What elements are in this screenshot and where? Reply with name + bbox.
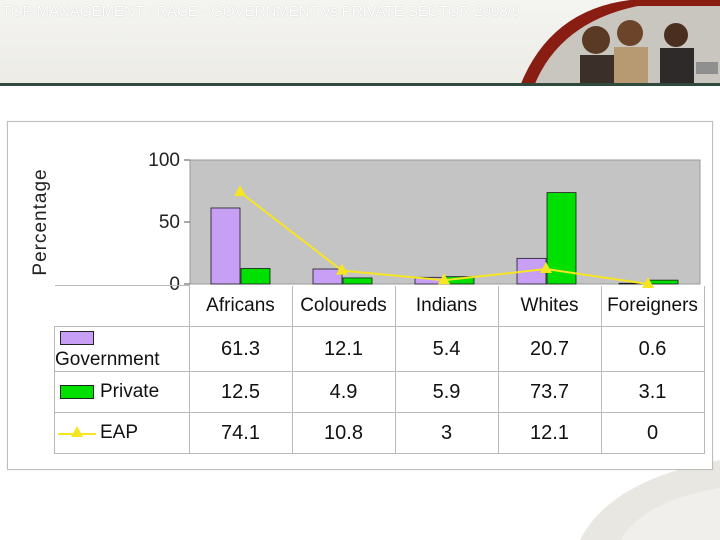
y-tick-label: 50 (159, 212, 180, 233)
y-tick-label: 100 (148, 150, 180, 171)
series-label: Private (100, 381, 160, 402)
plot-area (189, 159, 701, 285)
bar-government (210, 207, 241, 285)
table-cell: 20.7 (497, 326, 602, 372)
table-cell: 12.1 (497, 412, 602, 454)
eap-point (438, 273, 450, 285)
table-header-row: Africans Coloureds Indians Whites Foreig… (54, 285, 705, 327)
legend-government: Government (54, 326, 190, 372)
category-label: Foreigners (600, 285, 705, 327)
eap-point (540, 261, 552, 273)
y-ticks: 100 50 0 (148, 150, 190, 295)
category-label: Indians (394, 285, 499, 327)
business-people-photo (520, 0, 720, 86)
table-cell: 0.6 (600, 326, 705, 372)
eap-point (336, 263, 348, 275)
table-cell: 3.1 (600, 371, 705, 413)
table-cell: 5.9 (394, 371, 499, 413)
eap-point (234, 185, 246, 197)
table-cell: 5.4 (394, 326, 499, 372)
table-cell: 0 (600, 412, 705, 454)
eap-line-swatch (58, 425, 96, 440)
table-cell: 12.1 (291, 326, 396, 372)
bar-private (240, 268, 271, 285)
table-cell: 4.9 (291, 371, 396, 413)
table-cell: 3 (394, 412, 499, 454)
table-row-government: Government 61.3 12.1 5.4 20.7 0.6 (54, 326, 705, 372)
category-label: Coloureds (291, 285, 396, 327)
slide-title: TOP MANAGEMENT : RACE - GOVERNMENT vs PR… (2, 3, 521, 20)
gear-watermark-icon (580, 460, 720, 540)
government-swatch (58, 330, 96, 345)
header-divider (0, 83, 720, 86)
category-label: Whites (497, 285, 602, 327)
table-cell: 10.8 (291, 412, 396, 454)
bar-private (546, 192, 577, 285)
legend-eap: EAP (54, 412, 190, 454)
category-label: Africans (188, 285, 293, 327)
table-cell: 12.5 (188, 371, 293, 413)
table-row-eap: EAP 74.1 10.8 3 12.1 0 (54, 412, 705, 454)
legend-private: Private (54, 371, 190, 413)
y-tick-label: 0 (169, 274, 180, 295)
eap-point (642, 277, 654, 288)
table-cell: 73.7 (497, 371, 602, 413)
table-cell: 74.1 (188, 412, 293, 454)
bars-layer (210, 192, 679, 285)
bar-private (648, 279, 679, 285)
bar-private (342, 277, 373, 285)
table-corner (54, 285, 190, 327)
table-row-private: Private 12.5 4.9 5.9 73.7 3.1 (54, 371, 705, 413)
series-label: EAP (100, 422, 139, 443)
series-label: Government (55, 349, 160, 370)
bar-government (312, 268, 343, 285)
private-swatch (58, 384, 96, 399)
data-table: Africans Coloureds Indians Whites Foreig… (54, 285, 705, 454)
eap-line-layer (234, 185, 654, 288)
header: TOP MANAGEMENT : RACE - GOVERNMENT vs PR… (0, 0, 720, 86)
table-cell: 61.3 (188, 326, 293, 372)
